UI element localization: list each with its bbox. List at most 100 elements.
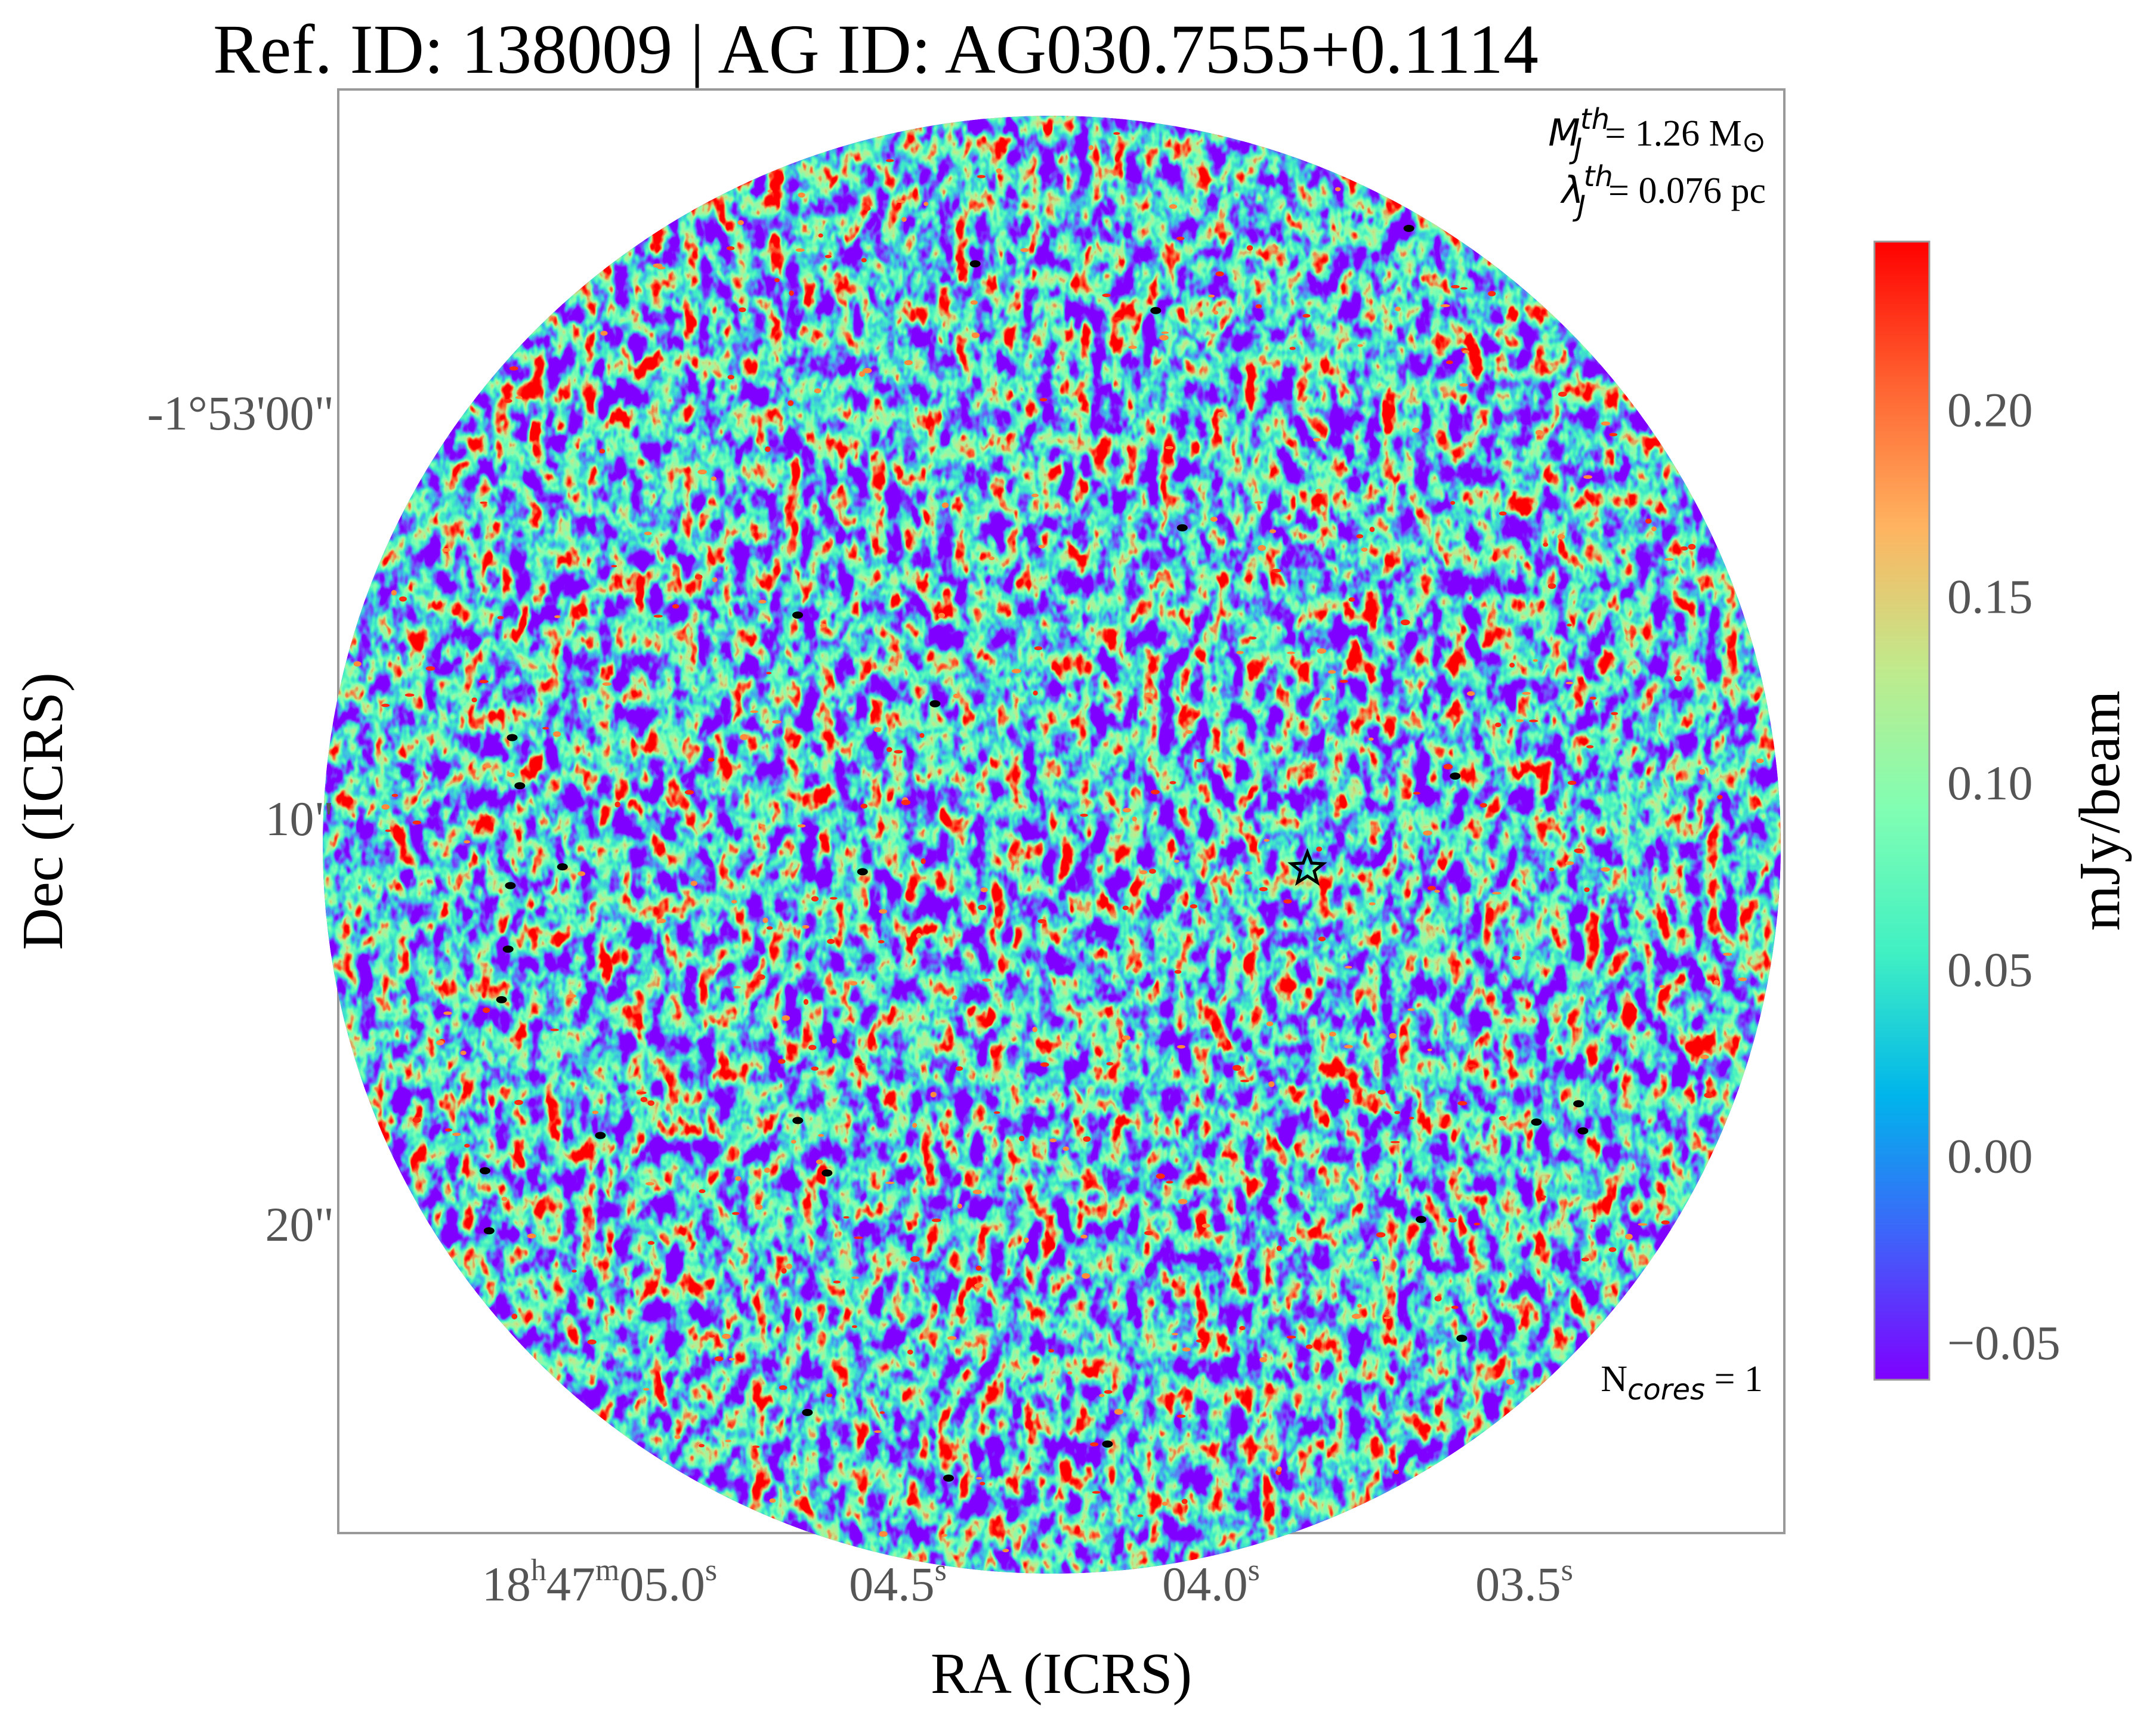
peak-spot xyxy=(1171,1333,1178,1336)
peak-spots xyxy=(353,132,1764,1553)
peak-spot xyxy=(786,1263,793,1269)
peak-spot xyxy=(1176,1414,1186,1418)
colorbar-tick-label: −0.05 xyxy=(1947,1315,2061,1370)
peak-spot xyxy=(381,804,390,810)
peak-spot xyxy=(923,202,929,206)
peak-spot xyxy=(1492,892,1502,895)
peak-spot xyxy=(733,985,741,989)
peak-spot xyxy=(792,611,804,619)
peak-spot xyxy=(955,1066,963,1071)
peak-spot xyxy=(778,1059,786,1064)
peak-spot xyxy=(479,679,489,684)
peak-spot xyxy=(852,1325,857,1328)
peak-spot xyxy=(553,731,561,737)
peak-spot xyxy=(1723,953,1732,956)
peak-spot xyxy=(879,909,888,914)
peak-spot xyxy=(1287,651,1295,654)
peak-spot xyxy=(1181,1498,1188,1504)
peak-spot xyxy=(1286,1336,1296,1339)
peak-spot xyxy=(796,1490,801,1495)
peak-spot xyxy=(818,233,823,238)
peak-spot xyxy=(1037,919,1046,923)
peak-spot xyxy=(1586,745,1594,749)
peak-spot xyxy=(515,396,523,399)
peak-spot xyxy=(843,1216,850,1219)
peak-spot xyxy=(674,1435,681,1439)
peak-spot xyxy=(756,974,765,980)
peak-spot xyxy=(1196,759,1204,763)
peak-spot xyxy=(993,1111,1000,1114)
peak-spot xyxy=(482,764,492,768)
colorbar-tick-label: 0.10 xyxy=(1947,756,2033,810)
peak-spot xyxy=(1738,977,1747,981)
peak-spot xyxy=(802,1408,813,1416)
jeans-length-label: λth J = 0.076 pc xyxy=(1560,160,1766,223)
peak-spot xyxy=(1565,681,1574,685)
peak-spot xyxy=(792,1117,804,1124)
peak-spot xyxy=(712,577,718,583)
peak-spot xyxy=(1357,344,1363,347)
peak-spot xyxy=(1407,1008,1415,1011)
peak-spot xyxy=(787,400,794,406)
peak-spot xyxy=(1215,271,1224,277)
peak-spot xyxy=(1113,317,1122,321)
peak-spot xyxy=(1535,429,1543,435)
peak-spot xyxy=(592,1110,599,1114)
peak-spot xyxy=(514,1099,523,1105)
peak-spot xyxy=(769,1498,776,1503)
peak-spot xyxy=(1344,1099,1350,1104)
peak-spot xyxy=(1315,489,1323,493)
peak-spot xyxy=(764,1167,770,1173)
peak-spot xyxy=(722,1333,731,1339)
peak-spot xyxy=(1412,427,1420,433)
peak-spot xyxy=(1369,737,1374,741)
peak-spot xyxy=(766,672,772,675)
peak-spot xyxy=(600,330,608,336)
peak-spot xyxy=(452,1132,461,1136)
peak-spot xyxy=(1329,1031,1336,1037)
peak-spot xyxy=(1213,310,1219,315)
peak-spot xyxy=(1499,1116,1506,1121)
peak-spot xyxy=(941,502,949,508)
peak-spot xyxy=(779,1385,787,1390)
peak-spot xyxy=(1102,1440,1113,1448)
peak-spot xyxy=(501,1197,508,1201)
peak-spot xyxy=(1443,764,1453,770)
peak-spot xyxy=(572,1269,577,1273)
peak-spot xyxy=(1577,1127,1589,1135)
peak-spot xyxy=(774,278,780,283)
peak-spot xyxy=(509,366,518,371)
peak-spot xyxy=(611,565,617,568)
peak-spot xyxy=(697,469,707,475)
x-tick-label: 18h47m05.0s xyxy=(482,1553,717,1611)
peak-spot xyxy=(735,1176,742,1181)
peak-spot xyxy=(1208,294,1215,298)
peak-spot xyxy=(436,1040,444,1046)
peak-spot xyxy=(614,801,620,808)
peak-spot xyxy=(855,1063,864,1066)
peak-spot xyxy=(977,175,986,178)
peak-spot xyxy=(391,793,399,798)
peak-spot xyxy=(1529,719,1538,722)
peak-spot xyxy=(684,790,694,795)
peak-spot xyxy=(1390,1141,1400,1144)
peak-spot xyxy=(1427,1048,1432,1052)
peak-spot xyxy=(1083,1136,1091,1142)
peak-spot xyxy=(464,840,471,843)
peak-spot xyxy=(1258,545,1266,551)
peak-spot xyxy=(1440,304,1450,307)
peak-spot xyxy=(861,258,867,262)
peak-spot xyxy=(381,703,390,707)
peak-spot xyxy=(859,371,865,377)
peak-spot xyxy=(1176,524,1188,532)
peak-spot xyxy=(1408,1117,1414,1120)
peak-spot xyxy=(1494,722,1502,727)
peak-spot xyxy=(1246,245,1253,251)
peak-spot xyxy=(851,1276,859,1279)
peak-spot xyxy=(1024,1237,1029,1243)
peak-spot xyxy=(878,940,885,944)
y-tick-label: -1°53'00" xyxy=(147,386,334,440)
peak-spot xyxy=(827,938,835,944)
peak-spot xyxy=(1427,886,1436,891)
